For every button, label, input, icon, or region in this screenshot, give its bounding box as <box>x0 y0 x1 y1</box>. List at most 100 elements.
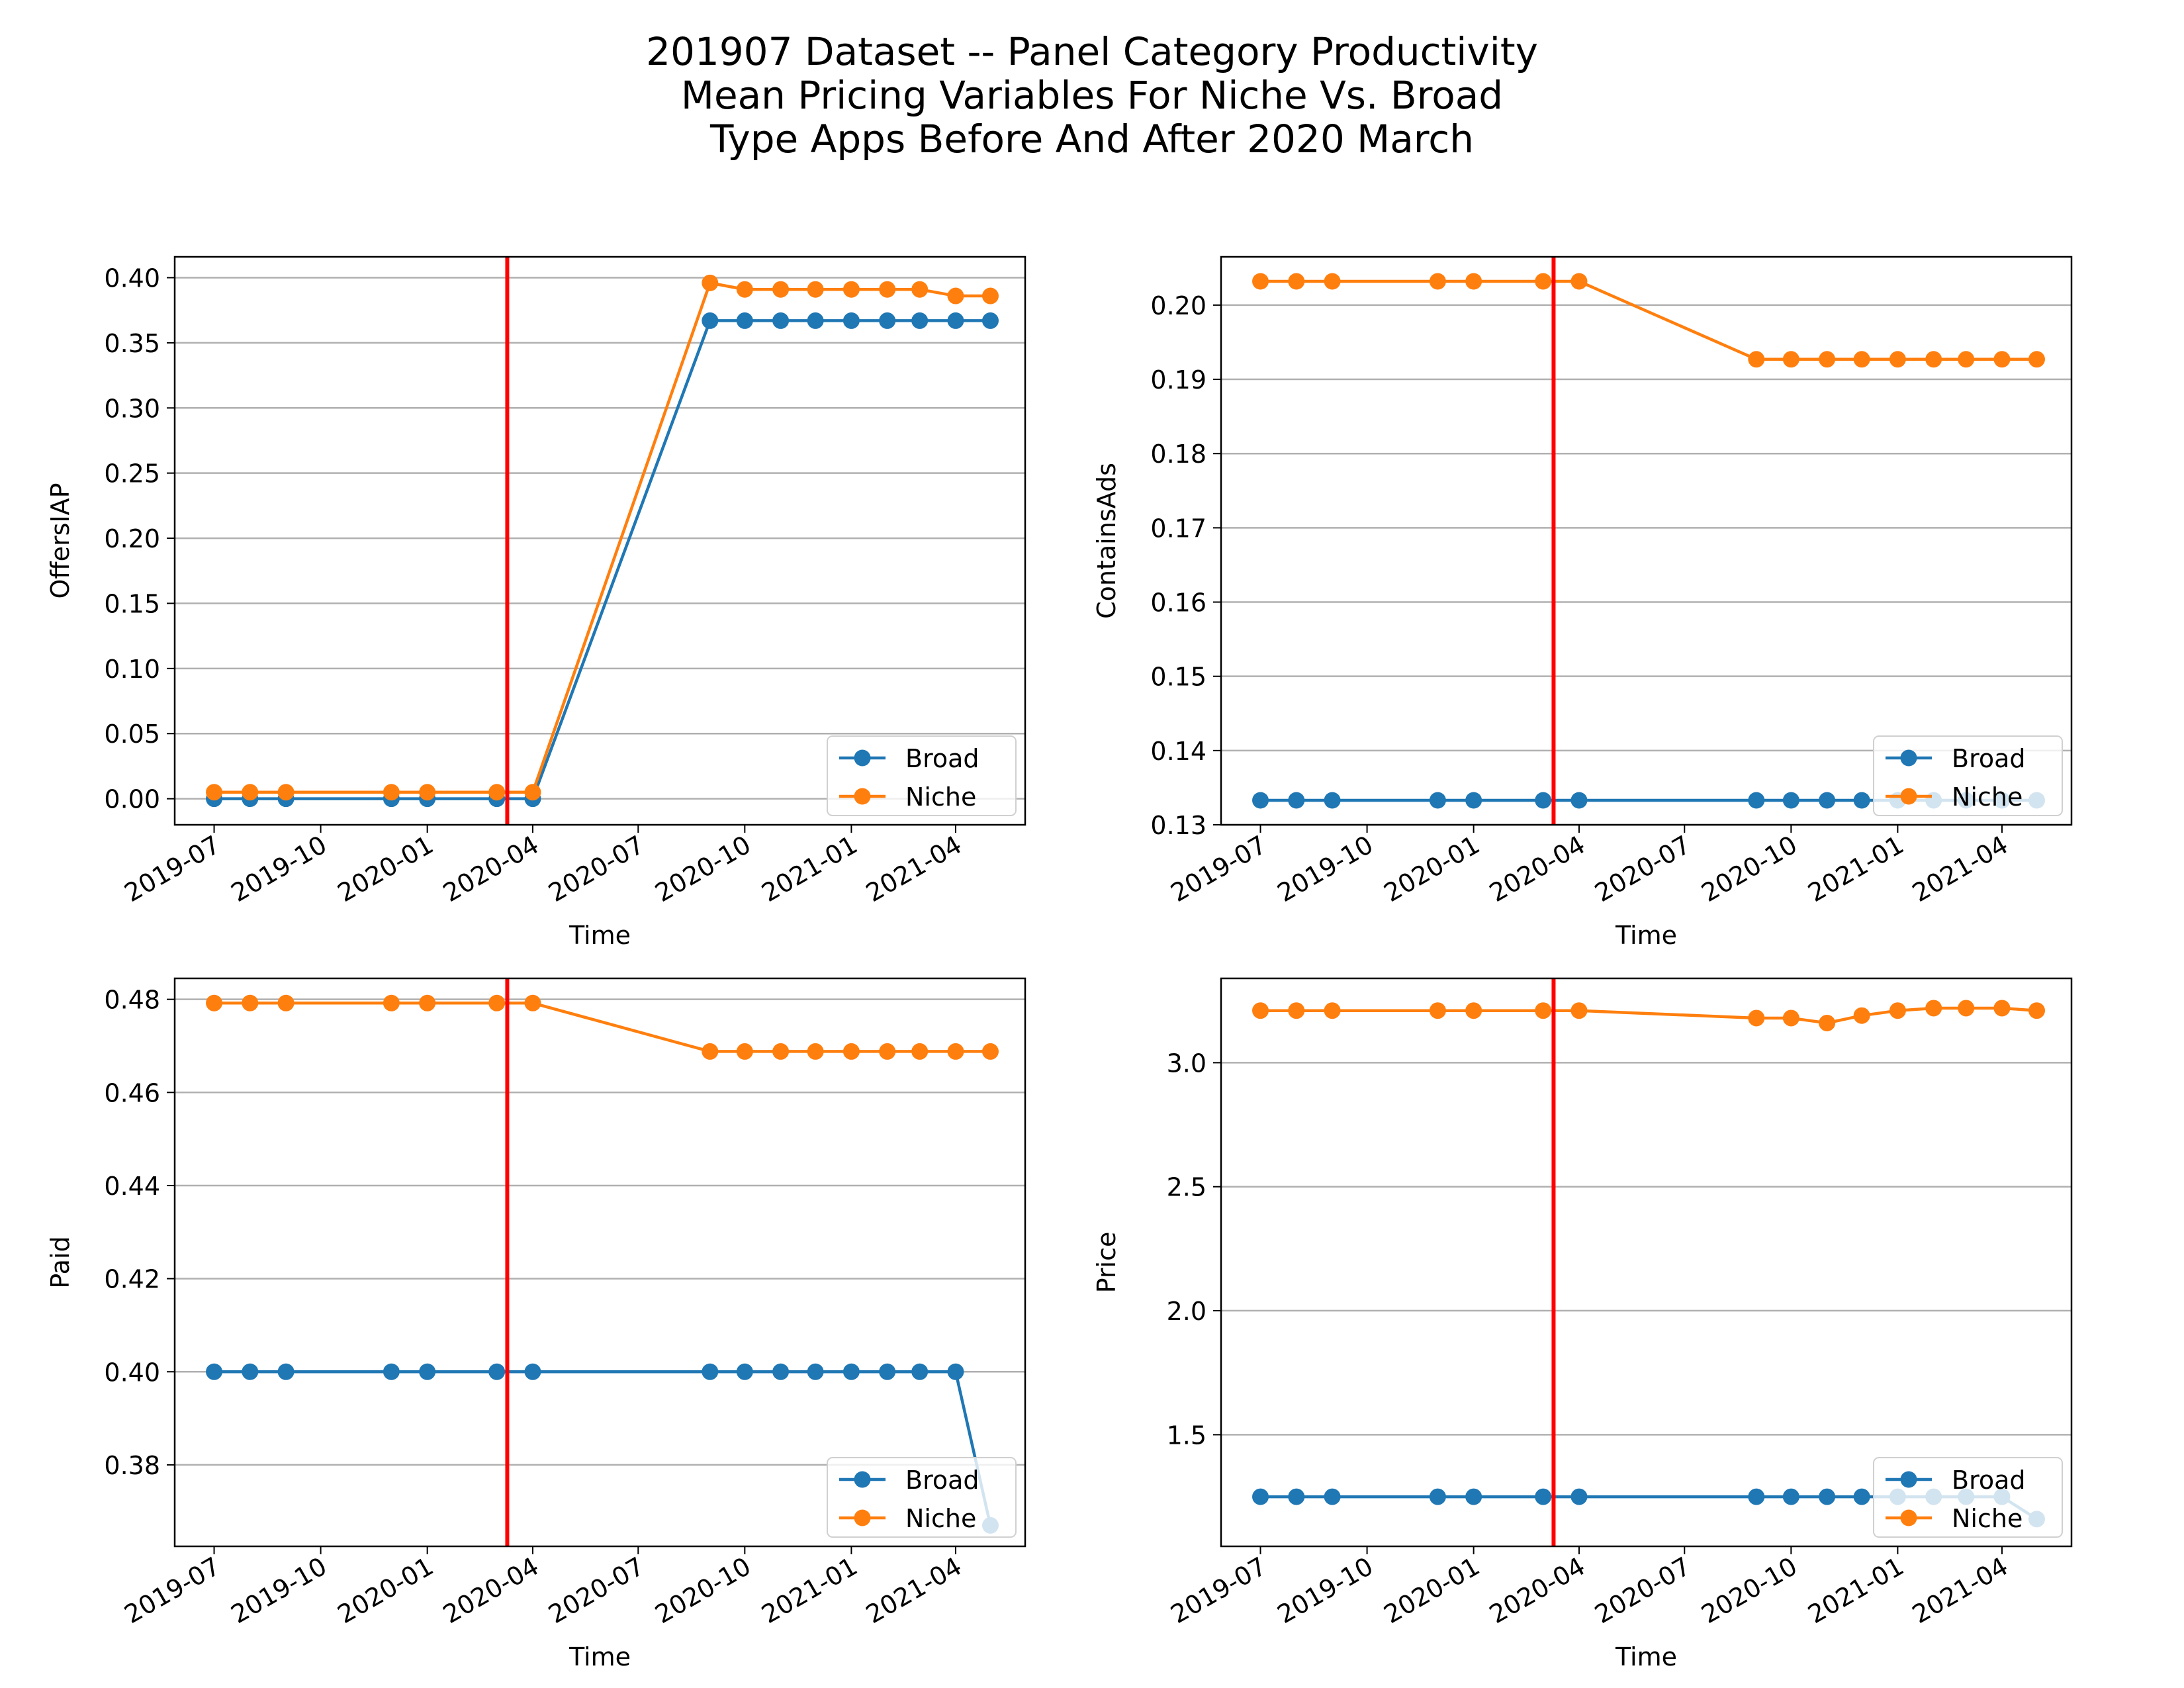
x-tick-label: 2019-07 <box>120 1552 226 1629</box>
x-tick-label: 2020-04 <box>1484 830 1590 908</box>
data-point-broad <box>1748 792 1765 809</box>
y-tick-label: 0.42 <box>104 1265 160 1294</box>
legend-label-broad: Broad <box>905 1466 979 1495</box>
data-point-niche <box>1429 273 1446 290</box>
data-point-niche <box>524 994 541 1011</box>
data-point-niche <box>947 1043 964 1060</box>
legend-marker-niche <box>854 1509 871 1526</box>
data-point-broad <box>1465 1488 1482 1505</box>
y-tick-label: 0.30 <box>104 394 160 423</box>
data-point-niche <box>1853 351 1870 368</box>
data-point-broad <box>702 312 719 329</box>
data-point-broad <box>242 1363 259 1380</box>
data-point-niche <box>383 784 400 801</box>
data-point-niche <box>772 281 790 298</box>
data-point-niche <box>419 784 436 801</box>
x-tick-label: 2021-04 <box>1907 830 2013 908</box>
data-point-niche <box>702 274 719 291</box>
data-point-niche <box>1748 351 1765 368</box>
data-point-niche <box>911 281 929 298</box>
x-tick-label: 2020-10 <box>650 1552 756 1629</box>
x-axis-label: Time <box>1615 921 1677 950</box>
data-point-broad <box>772 312 790 329</box>
y-axis-label: ContainsAds <box>1092 463 1121 619</box>
y-tick-label: 0.40 <box>104 263 160 293</box>
data-point-niche <box>1889 351 1906 368</box>
data-point-broad <box>842 1363 860 1380</box>
data-point-niche <box>277 784 295 801</box>
data-point-niche <box>1252 1002 1269 1019</box>
data-point-niche <box>1819 351 1836 368</box>
data-point-niche <box>1782 1009 1799 1027</box>
data-point-broad <box>1324 792 1341 809</box>
figure-title-line-2: Mean Pricing Variables For Niche Vs. Bro… <box>680 73 1504 118</box>
x-tick-label: 2020-07 <box>543 830 649 908</box>
legend-marker-niche <box>1900 1509 1917 1526</box>
x-tick-label: 2020-07 <box>543 1552 649 1629</box>
data-point-broad <box>1570 792 1588 809</box>
data-point-broad <box>1465 792 1482 809</box>
data-point-broad <box>947 1363 964 1380</box>
data-point-broad <box>1288 1488 1305 1505</box>
y-tick-label: 0.46 <box>104 1078 160 1107</box>
legend-marker-broad <box>854 749 871 767</box>
legend-marker-niche <box>854 788 871 805</box>
x-tick-label: 2019-07 <box>1166 830 1272 908</box>
x-tick-label: 2019-10 <box>1273 1552 1379 1629</box>
x-tick-label: 2019-07 <box>120 830 226 908</box>
data-point-broad <box>1853 792 1870 809</box>
y-tick-label: 0.13 <box>1150 811 1206 840</box>
x-tick-label: 2021-04 <box>861 830 967 908</box>
data-point-niche <box>807 281 824 298</box>
data-point-niche <box>1324 273 1341 290</box>
data-point-broad <box>524 1363 541 1380</box>
data-point-niche <box>1993 1000 2011 1017</box>
data-point-niche <box>736 1043 753 1060</box>
data-point-niche <box>1748 1009 1765 1027</box>
y-axis-label: Paid <box>46 1236 75 1288</box>
data-point-niche <box>242 994 259 1011</box>
legend-label-niche: Niche <box>1952 782 2023 812</box>
data-point-niche <box>1252 273 1269 290</box>
data-point-broad <box>911 1363 929 1380</box>
x-axis-label: Time <box>1615 1642 1677 1671</box>
data-point-broad <box>206 1363 223 1380</box>
data-point-broad <box>981 312 999 329</box>
data-point-niche <box>524 784 541 801</box>
data-point-broad <box>879 1363 896 1380</box>
data-point-niche <box>879 281 896 298</box>
y-tick-label: 2.0 <box>1167 1297 1206 1326</box>
data-point-broad <box>947 312 964 329</box>
data-point-broad <box>1782 792 1799 809</box>
data-point-broad <box>383 1363 400 1380</box>
y-tick-label: 0.40 <box>104 1358 160 1387</box>
data-point-niche <box>488 784 506 801</box>
legend: Broad Niche <box>1873 1457 2063 1538</box>
legend-label-niche: Niche <box>905 782 976 812</box>
data-point-niche <box>1535 273 1552 290</box>
y-tick-label: 0.48 <box>104 986 160 1015</box>
data-point-niche <box>981 1043 999 1060</box>
data-point-niche <box>702 1043 719 1060</box>
x-tick-label: 2019-07 <box>1166 1552 1272 1629</box>
axes-frame <box>1220 256 2073 826</box>
x-tick-label: 2020-01 <box>1379 1552 1485 1629</box>
data-point-broad <box>911 312 929 329</box>
data-point-broad <box>1535 792 1552 809</box>
data-point-niche <box>879 1043 896 1060</box>
data-point-niche <box>1570 273 1588 290</box>
data-point-niche <box>1889 1002 1906 1019</box>
data-point-niche <box>242 784 259 801</box>
data-point-niche <box>842 1043 860 1060</box>
y-tick-label: 0.14 <box>1150 737 1206 766</box>
x-tick-label: 2019-10 <box>226 1552 332 1629</box>
data-point-broad <box>1429 792 1446 809</box>
data-point-niche <box>1853 1007 1870 1024</box>
data-point-broad <box>1748 1488 1765 1505</box>
y-tick-label: 0.38 <box>104 1451 160 1480</box>
legend-label-broad: Broad <box>1952 744 2026 773</box>
legend-marker-broad <box>1900 749 1917 767</box>
figure-title-line-3: Type Apps Before And After 2020 March <box>710 117 1474 162</box>
data-point-broad <box>1324 1488 1341 1505</box>
